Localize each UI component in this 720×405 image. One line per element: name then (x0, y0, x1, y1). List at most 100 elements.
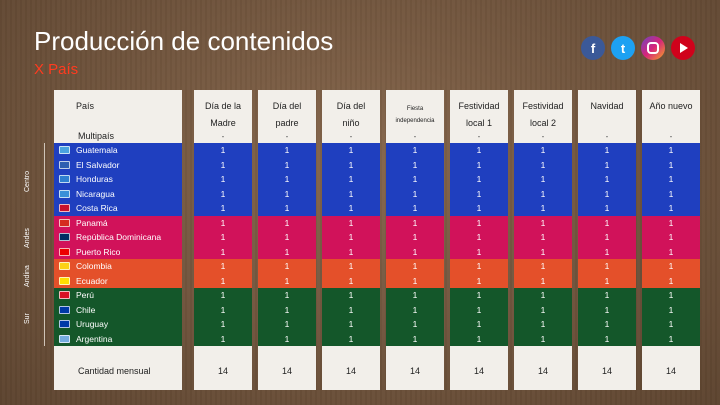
value-cell[interactable]: 1 (450, 259, 508, 274)
value-cell[interactable]: 1 (450, 215, 508, 230)
value-cell[interactable]: 1 (258, 259, 316, 274)
value-cell[interactable]: 1 (386, 273, 444, 288)
value-cell[interactable]: 1 (514, 273, 572, 288)
value-cell[interactable]: 1 (642, 230, 700, 245)
value-cell[interactable]: 1 (450, 230, 508, 245)
value-cell[interactable]: 1 (578, 331, 636, 346)
value-cell[interactable]: 1 (194, 230, 252, 245)
value-cell[interactable]: 1 (258, 230, 316, 245)
value-cell[interactable]: 1 (642, 143, 700, 158)
value-cell[interactable]: 1 (258, 244, 316, 259)
value-cell[interactable]: 1 (450, 244, 508, 259)
value-cell[interactable]: 1 (386, 215, 444, 230)
value-cell[interactable]: 1 (642, 244, 700, 259)
value-cell[interactable]: 1 (578, 172, 636, 187)
value-cell[interactable]: 1 (642, 201, 700, 216)
value-cell[interactable]: 1 (642, 288, 700, 303)
value-cell[interactable]: 1 (194, 186, 252, 201)
value-cell[interactable]: 1 (450, 317, 508, 332)
value-cell[interactable]: 1 (258, 273, 316, 288)
value-cell[interactable]: 1 (386, 201, 444, 216)
value-cell[interactable]: 1 (194, 259, 252, 274)
value-cell[interactable]: 1 (642, 259, 700, 274)
value-cell[interactable]: 1 (386, 302, 444, 317)
value-cell[interactable]: 1 (642, 172, 700, 187)
value-cell[interactable]: 1 (258, 215, 316, 230)
value-cell[interactable]: 1 (450, 273, 508, 288)
value-cell[interactable]: 1 (386, 259, 444, 274)
value-cell[interactable]: 1 (194, 157, 252, 172)
value-cell[interactable]: 1 (514, 172, 572, 187)
value-cell[interactable]: 1 (322, 157, 380, 172)
value-cell[interactable]: 1 (322, 143, 380, 158)
value-cell[interactable]: 1 (514, 186, 572, 201)
value-cell[interactable]: 1 (450, 172, 508, 187)
value-cell[interactable]: 1 (514, 288, 572, 303)
value-cell[interactable]: 1 (386, 331, 444, 346)
value-cell[interactable]: 1 (578, 273, 636, 288)
value-cell[interactable]: 1 (642, 215, 700, 230)
value-cell[interactable]: 1 (514, 157, 572, 172)
value-cell[interactable]: 1 (258, 201, 316, 216)
value-cell[interactable]: 1 (578, 259, 636, 274)
value-cell[interactable]: 1 (642, 317, 700, 332)
value-cell[interactable]: 1 (578, 244, 636, 259)
value-cell[interactable]: 1 (514, 317, 572, 332)
value-cell[interactable]: 1 (194, 317, 252, 332)
value-cell[interactable]: 1 (194, 244, 252, 259)
value-cell[interactable]: 1 (322, 302, 380, 317)
value-cell[interactable]: 1 (386, 230, 444, 245)
value-cell[interactable]: 1 (386, 244, 444, 259)
value-cell[interactable]: 1 (514, 331, 572, 346)
value-cell[interactable]: 1 (642, 331, 700, 346)
value-cell[interactable]: 1 (514, 143, 572, 158)
value-cell[interactable]: 1 (450, 143, 508, 158)
value-cell[interactable]: 1 (578, 186, 636, 201)
value-cell[interactable]: 1 (450, 288, 508, 303)
value-cell[interactable]: 1 (322, 273, 380, 288)
value-cell[interactable]: 1 (642, 273, 700, 288)
twitter-icon[interactable]: t (611, 36, 635, 60)
value-cell[interactable]: 1 (322, 259, 380, 274)
value-cell[interactable]: 1 (450, 157, 508, 172)
value-cell[interactable]: 1 (258, 143, 316, 158)
value-cell[interactable]: 1 (514, 230, 572, 245)
value-cell[interactable]: 1 (578, 317, 636, 332)
value-cell[interactable]: 1 (194, 201, 252, 216)
value-cell[interactable]: 1 (322, 172, 380, 187)
value-cell[interactable]: 1 (578, 215, 636, 230)
value-cell[interactable]: 1 (258, 186, 316, 201)
value-cell[interactable]: 1 (450, 201, 508, 216)
value-cell[interactable]: 1 (322, 331, 380, 346)
value-cell[interactable]: 1 (194, 143, 252, 158)
youtube-icon[interactable] (671, 36, 695, 60)
value-cell[interactable]: 1 (578, 288, 636, 303)
value-cell[interactable]: 1 (514, 302, 572, 317)
value-cell[interactable]: 1 (258, 302, 316, 317)
value-cell[interactable]: 1 (578, 201, 636, 216)
value-cell[interactable]: 1 (514, 244, 572, 259)
value-cell[interactable]: 1 (386, 186, 444, 201)
value-cell[interactable]: 1 (322, 230, 380, 245)
value-cell[interactable]: 1 (258, 331, 316, 346)
value-cell[interactable]: 1 (322, 215, 380, 230)
value-cell[interactable]: 1 (578, 302, 636, 317)
value-cell[interactable]: 1 (194, 331, 252, 346)
value-cell[interactable]: 1 (514, 201, 572, 216)
value-cell[interactable]: 1 (258, 172, 316, 187)
instagram-icon[interactable] (641, 36, 665, 60)
value-cell[interactable]: 1 (514, 215, 572, 230)
value-cell[interactable]: 1 (578, 157, 636, 172)
value-cell[interactable]: 1 (642, 302, 700, 317)
value-cell[interactable]: 1 (194, 215, 252, 230)
value-cell[interactable]: 1 (386, 288, 444, 303)
value-cell[interactable]: 1 (258, 317, 316, 332)
value-cell[interactable]: 1 (450, 302, 508, 317)
value-cell[interactable]: 1 (194, 302, 252, 317)
value-cell[interactable]: 1 (642, 157, 700, 172)
value-cell[interactable]: 1 (194, 172, 252, 187)
value-cell[interactable]: 1 (322, 244, 380, 259)
value-cell[interactable]: 1 (258, 288, 316, 303)
value-cell[interactable]: 1 (450, 186, 508, 201)
value-cell[interactable]: 1 (450, 331, 508, 346)
